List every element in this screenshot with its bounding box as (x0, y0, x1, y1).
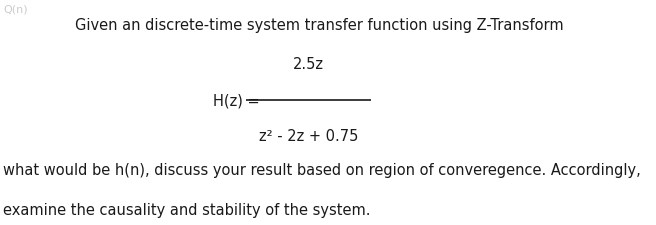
Text: z² - 2z + 0.75: z² - 2z + 0.75 (258, 129, 358, 144)
Text: what would be h(n), discuss your result based on region of converegence. Accordi: what would be h(n), discuss your result … (3, 162, 641, 177)
Text: examine the causality and stability of the system.: examine the causality and stability of t… (3, 202, 371, 217)
Text: H(z) =: H(z) = (213, 93, 260, 108)
Text: 2.5z: 2.5z (293, 57, 324, 72)
Text: Q(n): Q(n) (3, 4, 28, 14)
Text: Given an discrete-time system transfer function using Z-Transform: Given an discrete-time system transfer f… (75, 18, 564, 33)
